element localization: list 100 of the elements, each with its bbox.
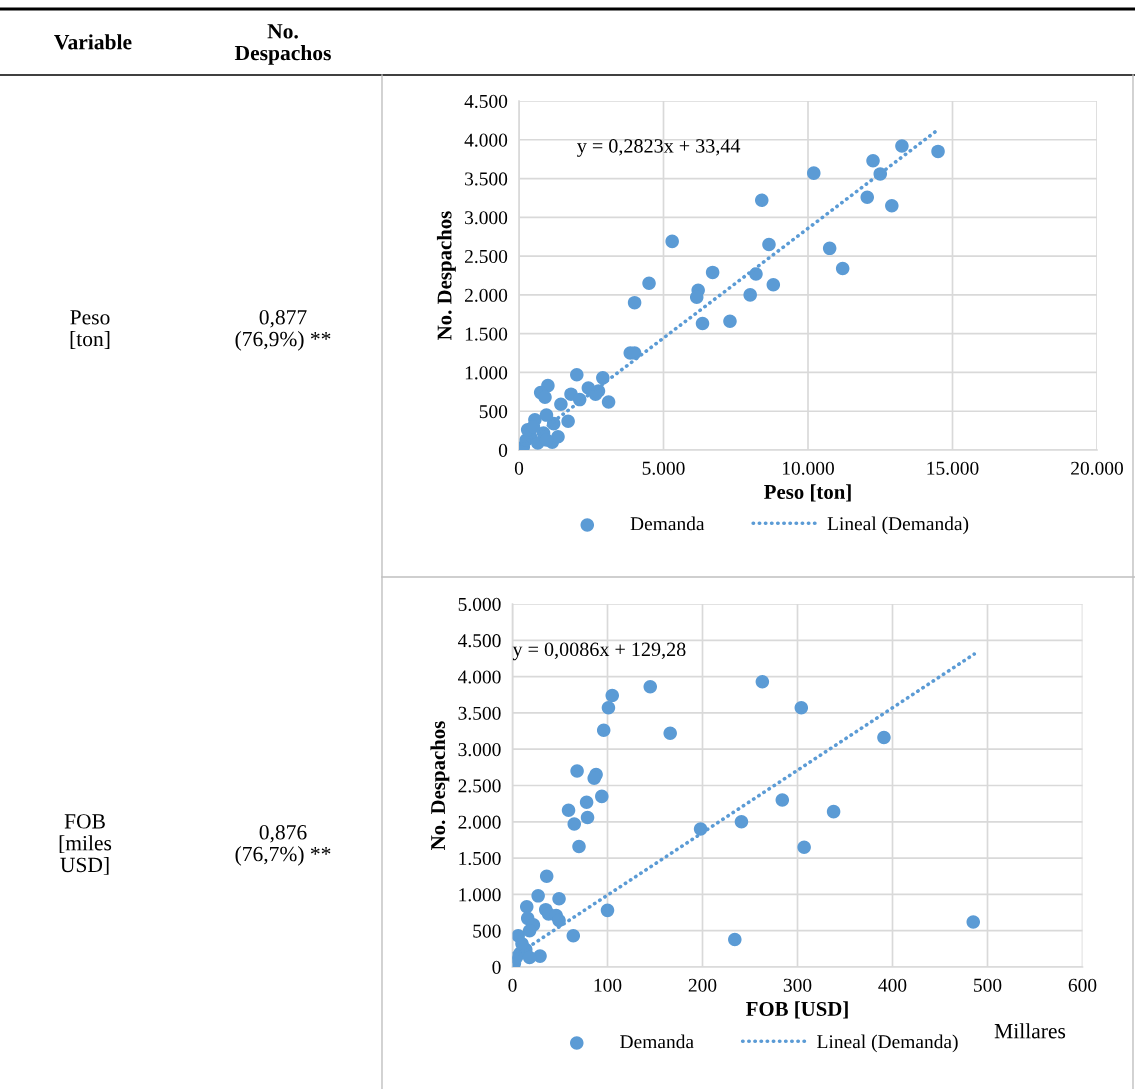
y-tick-label: 1.000: [465, 366, 508, 380]
y-tick-label: 3.000: [465, 211, 508, 225]
point: [539, 408, 554, 422]
point: [866, 153, 880, 168]
x-tick-label: 20.000: [1071, 461, 1123, 475]
point: [595, 789, 609, 804]
point: [570, 368, 584, 382]
point: [642, 276, 656, 291]
point: [596, 723, 611, 738]
point: [663, 726, 677, 740]
point: [860, 190, 875, 204]
legend-label: Demanda: [620, 1034, 694, 1049]
point: [579, 795, 594, 809]
y-tick-label: 500: [473, 924, 501, 938]
point: [587, 771, 601, 786]
y-axis-title: No. Despachos: [436, 211, 456, 340]
point: [762, 237, 776, 252]
point: [522, 950, 537, 965]
y-tick-label: 0: [498, 443, 508, 457]
text: Millares: [994, 1023, 1066, 1039]
annotation: y = 0,2823x + 33,44: [577, 139, 741, 157]
point: [807, 166, 821, 180]
point: [551, 430, 565, 444]
y-tick-label: 2.000: [458, 815, 501, 829]
point: [600, 903, 615, 918]
point: [766, 278, 781, 292]
x-tick-label: 0: [508, 978, 517, 992]
text: 0,877 (76,9%) **: [235, 309, 331, 351]
point: [567, 817, 582, 831]
y-tick-label: 2.500: [458, 779, 501, 793]
point: [519, 899, 534, 914]
y-tick-label: 1.000: [459, 888, 501, 902]
point: [754, 193, 769, 208]
x-tick-label: 100: [594, 978, 622, 992]
point: [601, 395, 616, 409]
point: [877, 730, 891, 745]
point: [539, 869, 554, 884]
point: [665, 234, 679, 249]
x-tick-label: 300: [783, 978, 812, 992]
point: [552, 891, 566, 906]
point: [728, 932, 742, 947]
point: [895, 139, 909, 153]
point: [561, 414, 575, 429]
point: [775, 793, 790, 807]
point: [734, 815, 749, 829]
x-tick-label: 400: [878, 978, 907, 992]
point: [538, 390, 552, 405]
x-tick-label: 15.000: [927, 461, 979, 475]
point: [580, 810, 595, 825]
point: [931, 144, 945, 159]
point: [605, 688, 620, 703]
text: Variable: [54, 34, 132, 50]
y-tick-label: 500: [479, 405, 508, 419]
y-tick-label: 5.000: [458, 597, 501, 612]
point: [885, 198, 899, 213]
legend-label: Lineal (Demanda): [817, 1034, 958, 1053]
point: [797, 840, 811, 854]
x-axis-title: FOB [USD]: [746, 1001, 848, 1019]
point: [522, 923, 537, 938]
point: [554, 397, 568, 412]
x-tick-label: 5.000: [642, 461, 685, 475]
point: [822, 241, 837, 256]
y-tick-label: 1.500: [459, 851, 501, 866]
point: [743, 288, 757, 302]
legend-label: Lineal (Demanda): [827, 516, 969, 535]
y-tick-label: 2.500: [464, 249, 508, 264]
y-tick-label: 4.500: [464, 94, 508, 109]
x-tick-label: 600: [1068, 978, 1097, 992]
point: [966, 915, 981, 929]
x-axis-title: Peso [ton]: [764, 484, 851, 502]
point: [561, 803, 576, 817]
text: Peso [ton]: [70, 310, 110, 349]
x-tick-label: 0: [514, 461, 524, 475]
point: [826, 804, 841, 819]
text: 0,876 (76,7%) **: [235, 824, 331, 866]
y-tick-label: 2.000: [464, 288, 508, 302]
x-tick-label: 500: [974, 978, 1002, 992]
x-tick-label: 200: [688, 978, 717, 992]
point: [572, 839, 586, 854]
point: [566, 929, 581, 943]
y-tick-label: 3.500: [458, 706, 501, 720]
y-tick-label: 4.500: [458, 634, 501, 648]
point: [601, 701, 616, 715]
point: [705, 265, 720, 280]
point: [723, 314, 737, 329]
point: [531, 889, 545, 903]
point: [627, 295, 642, 310]
point: [689, 290, 704, 304]
y-tick-label: 4.000: [464, 133, 508, 147]
annotation: y = 0,0086x + 129,28: [512, 642, 686, 661]
y-tick-label: 1.500: [465, 327, 508, 341]
point: [794, 701, 809, 715]
y-tick-label: 3.500: [465, 172, 508, 186]
point: [755, 674, 770, 689]
point: [570, 764, 584, 778]
y-tick-label: 4.000: [458, 670, 501, 684]
point: [835, 261, 850, 276]
legend-label: Demanda: [630, 516, 705, 531]
text: No. Despachos: [234, 24, 331, 65]
y-tick-label: 3.000: [458, 743, 501, 757]
